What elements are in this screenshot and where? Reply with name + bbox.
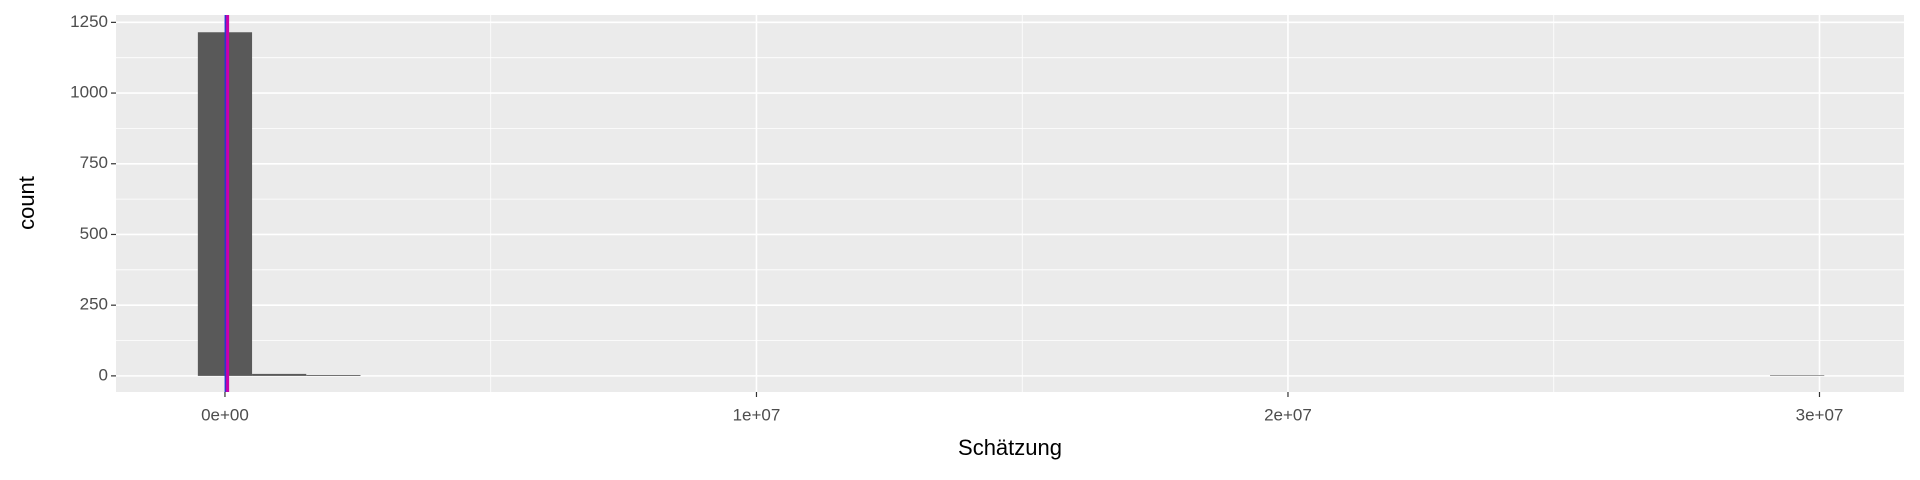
x-axis-title: Schätzung bbox=[958, 435, 1062, 460]
x-tick-label: 1e+07 bbox=[733, 405, 781, 424]
y-tick-label: 1000 bbox=[70, 83, 108, 102]
bar bbox=[252, 373, 307, 376]
panel bbox=[116, 15, 1904, 392]
y-tick-label: 500 bbox=[80, 224, 108, 243]
y-tick-label: 1250 bbox=[70, 12, 108, 31]
bar bbox=[1770, 375, 1825, 376]
y-tick-label: 750 bbox=[80, 153, 108, 172]
x-tick-label: 2e+07 bbox=[1264, 405, 1312, 424]
x-tick-label: 0e+00 bbox=[201, 405, 249, 424]
x-tick-label: 3e+07 bbox=[1796, 405, 1844, 424]
bar bbox=[306, 375, 361, 376]
y-axis-title: count bbox=[14, 176, 39, 230]
y-tick-label: 250 bbox=[80, 295, 108, 314]
y-tick-label: 0 bbox=[99, 365, 108, 384]
